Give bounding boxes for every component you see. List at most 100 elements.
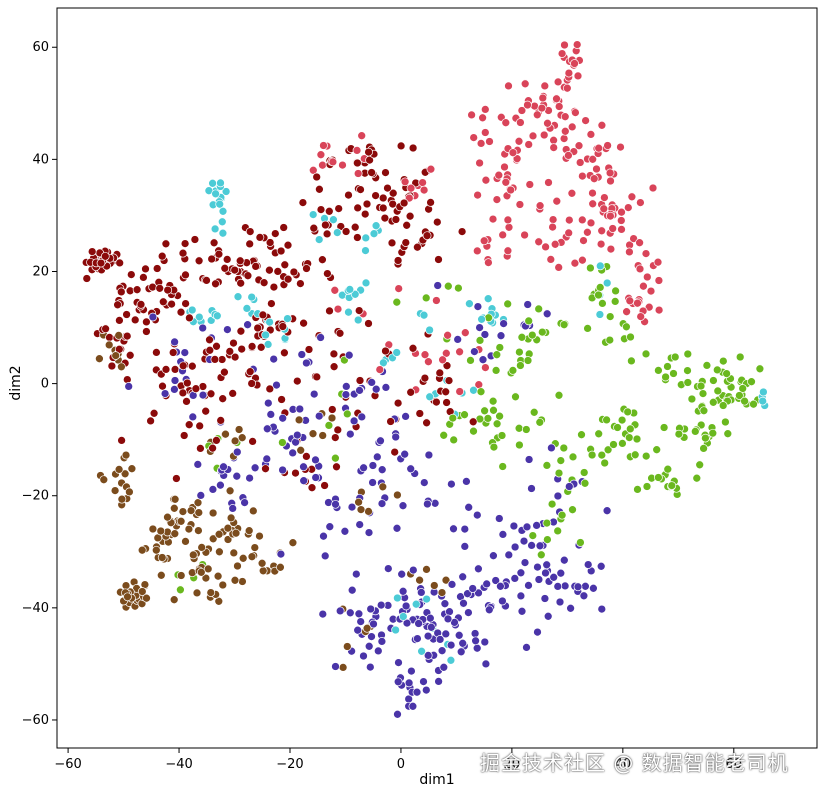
scatter-point [606,176,615,186]
scatter-point [291,468,300,478]
scatter-point [654,473,663,482]
scatter-point [415,409,425,418]
scatter-point [373,646,383,656]
scatter-point [605,312,615,321]
scatter-point [492,195,502,204]
scatter-point [419,310,429,320]
scatter-point [556,568,566,578]
scatter-point [353,315,363,325]
scatter-point [223,325,232,334]
scatter-point [408,143,418,153]
scatter-point [318,255,327,265]
scatter-point [708,397,718,407]
scatter-point [570,258,580,268]
scatter-point [504,550,514,560]
scatter-point [683,366,692,375]
scatter-point [482,579,492,589]
scatter-point [355,386,364,395]
scatter-point [265,384,275,394]
scatter-point [397,569,407,579]
scatter-point [398,501,408,511]
scatter-point [589,583,598,593]
scatter-point [342,409,352,419]
scatter-point [383,564,393,573]
scatter-point [652,445,662,455]
scatter-point [663,362,672,371]
scatter-point [458,638,468,648]
scatter-point [698,389,708,398]
scatter-point [529,407,539,417]
scatter-point [338,160,347,170]
scatter-point [449,524,458,534]
scatter-point [571,108,580,117]
scatter-point [580,478,590,488]
x-tick-label: 20 [504,757,521,772]
scatter-point [248,506,258,516]
y-tick-label: 40 [32,152,49,167]
scatter-point [560,581,570,591]
scatter-point [419,677,428,686]
scatter-point [392,297,402,307]
scatter-point [223,523,233,533]
scatter-point [344,307,353,317]
scatter-point [193,498,203,508]
scatter-point [423,651,433,660]
scatter-point [617,415,627,425]
scatter-point [517,606,527,616]
scatter-point [113,300,122,310]
scatter-point [440,599,450,609]
scatter-point [476,139,486,148]
scatter-point [367,632,376,641]
scatter-point [508,366,518,375]
scatter-point [723,429,733,439]
scatter-point [121,450,131,460]
scatter-point [469,426,478,436]
scatter-point [280,348,289,358]
scatter-point [455,347,464,357]
scatter-point [243,320,252,330]
scatter-point [702,361,712,370]
scatter-point [441,387,451,397]
scatter-point [466,356,475,365]
scatter-point [201,573,211,583]
scatter-point [207,254,217,264]
scatter-point [480,105,490,114]
scatter-point [401,412,410,421]
scatter-point [576,538,585,547]
scatter-point [533,627,542,637]
scatter-point [613,423,622,432]
scatter-point [399,198,409,208]
scatter-point [381,346,390,356]
scatter-point [568,505,577,515]
scatter-point [369,229,379,239]
scatter-point [423,499,432,509]
scatter-point [524,581,533,590]
scatter-point [267,299,276,308]
scatter-point [371,384,381,394]
scatter-point [170,385,179,394]
scatter-point [599,204,609,214]
scatter-point [498,462,508,471]
scatter-point [424,357,433,367]
scatter-point [100,251,110,261]
scatter-point [523,300,533,309]
scatter-point [549,572,559,582]
scatter-point [265,265,274,275]
scatter-point [408,701,418,711]
scatter-point [359,651,368,661]
scatter-point [393,256,403,265]
scatter-point [288,538,298,548]
scatter-point [629,234,638,243]
scatter-point [187,305,197,315]
scatter-point [364,147,373,157]
scatter-point [296,279,305,288]
scatter-point [208,485,218,494]
scatter-point [393,490,402,500]
scatter-point [441,575,451,585]
scatter-point [362,199,372,209]
scatter-point [606,244,616,254]
scatter-point [222,255,232,264]
scatter-point [364,528,374,537]
scatter-point [413,634,422,643]
scatter-point [641,451,651,461]
